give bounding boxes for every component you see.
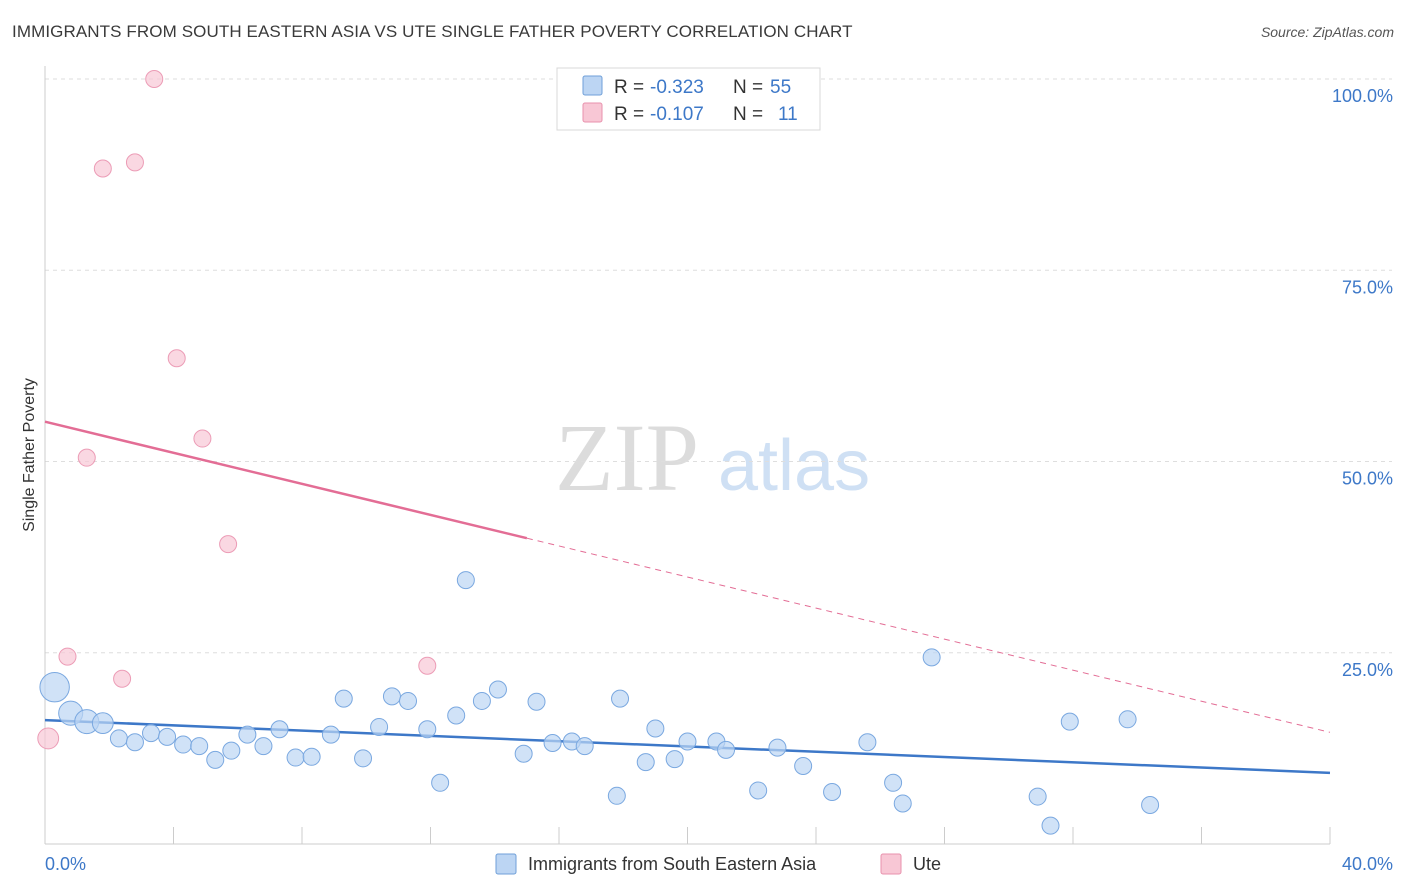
axes (44, 66, 1331, 845)
point-series-0-38 (665, 750, 684, 769)
watermark: ZIP atlas (555, 404, 870, 511)
data-points (37, 70, 1160, 835)
point-series-0-41 (717, 740, 736, 759)
point-series-0-8 (174, 735, 193, 754)
y-tick-label-100: 100.0% (1332, 86, 1393, 106)
point-series-0-0 (39, 671, 70, 703)
point-series-0-16 (302, 747, 321, 766)
point-series-0-20 (370, 717, 389, 736)
point-series-0-31 (543, 734, 562, 753)
point-series-1-2 (77, 448, 96, 467)
point-series-0-26 (456, 571, 475, 590)
point-series-0-35 (611, 689, 630, 708)
point-series-0-46 (858, 733, 877, 752)
stats-r-value-2: -0.107 (650, 104, 704, 125)
point-series-0-54 (1141, 795, 1160, 814)
stats-n-value-1: 55 (770, 77, 791, 98)
point-series-0-14 (270, 720, 289, 739)
point-series-0-42 (749, 781, 768, 800)
point-series-0-25 (447, 706, 466, 725)
point-series-0-43 (768, 738, 787, 757)
point-series-1-5 (125, 153, 144, 172)
stats-n-label-1: N = (733, 77, 763, 98)
point-series-0-51 (1041, 816, 1060, 835)
legend-label-immigrants: Immigrants from South Eastern Asia (528, 854, 817, 874)
watermark-atlas: atlas (718, 426, 870, 506)
point-series-0-28 (488, 680, 507, 699)
point-series-1-10 (418, 656, 437, 675)
point-series-0-23 (418, 720, 437, 739)
point-series-0-22 (399, 691, 418, 710)
point-series-0-34 (607, 786, 626, 805)
stats-legend: R = -0.323 N = 55 R = -0.107 N = 11 (556, 67, 821, 131)
stats-r-label-2: R = (614, 104, 644, 125)
y-tick-label-75: 75.0% (1342, 277, 1393, 297)
trend-line-dashed-series-1 (526, 537, 1331, 733)
point-series-0-12 (238, 725, 257, 744)
point-series-0-6 (142, 724, 161, 743)
point-series-1-8 (193, 429, 212, 448)
point-series-0-29 (514, 744, 533, 763)
point-series-0-18 (334, 689, 353, 708)
legend-swatch-ute (880, 853, 902, 875)
point-series-0-45 (823, 782, 842, 801)
y-tick-label-50: 50.0% (1342, 469, 1393, 489)
point-series-0-19 (354, 749, 373, 768)
point-series-0-9 (190, 737, 209, 756)
point-series-1-6 (145, 70, 164, 88)
stats-swatch-blue (582, 75, 603, 96)
point-series-1-1 (58, 647, 77, 666)
point-series-1-3 (93, 159, 112, 178)
stats-n-label-2: N = (733, 104, 763, 125)
point-series-0-36 (636, 753, 655, 772)
point-series-0-24 (431, 773, 450, 792)
point-series-0-4 (109, 729, 128, 748)
legend-swatch-immigrants (495, 853, 517, 875)
point-series-0-7 (158, 727, 177, 746)
chart-title: IMMIGRANTS FROM SOUTH EASTERN ASIA VS UT… (12, 22, 853, 41)
legend-label-ute: Ute (913, 854, 941, 874)
x-tick-label-max: 40.0% (1342, 854, 1393, 874)
point-series-0-49 (922, 648, 941, 667)
trend-line-solid-series-1 (44, 420, 528, 540)
gridlines (45, 78, 1392, 654)
point-series-1-0 (37, 727, 60, 750)
point-series-1-7 (167, 349, 186, 368)
point-series-0-15 (286, 748, 305, 767)
watermark-zip: ZIP (555, 404, 699, 511)
point-series-1-4 (113, 669, 132, 688)
point-series-0-17 (321, 725, 340, 744)
tick-labels: 25.0% 50.0% 75.0% 100.0% 0.0% 40.0% (45, 86, 1393, 874)
point-series-0-48 (893, 794, 912, 813)
y-axis-title: Single Father Poverty (21, 378, 38, 532)
point-series-0-47 (884, 773, 903, 792)
point-series-0-5 (125, 733, 144, 752)
series-legend[interactable]: Immigrants from South Eastern Asia Ute (495, 853, 941, 875)
stats-r-value-1: -0.323 (650, 77, 704, 98)
stats-swatch-pink (582, 102, 603, 123)
point-series-0-37 (646, 719, 665, 738)
point-series-0-30 (527, 692, 546, 711)
point-series-0-33 (575, 737, 594, 756)
point-series-0-11 (222, 741, 241, 760)
y-tick-label-25: 25.0% (1342, 660, 1393, 680)
point-series-0-3 (91, 712, 114, 735)
point-series-0-27 (472, 691, 491, 710)
point-series-0-39 (678, 732, 697, 751)
x-tick-label-min: 0.0% (45, 854, 86, 874)
point-series-0-13 (254, 737, 273, 756)
point-series-0-10 (206, 750, 225, 769)
point-series-0-52 (1060, 712, 1079, 731)
stats-r-label-1: R = (614, 77, 644, 98)
point-series-0-53 (1118, 710, 1137, 729)
point-series-1-9 (219, 535, 238, 554)
point-series-0-21 (382, 687, 401, 706)
point-series-0-44 (794, 756, 813, 775)
point-series-0-50 (1028, 787, 1047, 806)
stats-n-value-2: 11 (778, 104, 798, 125)
source-label: Source: ZipAtlas.com (1260, 24, 1394, 40)
